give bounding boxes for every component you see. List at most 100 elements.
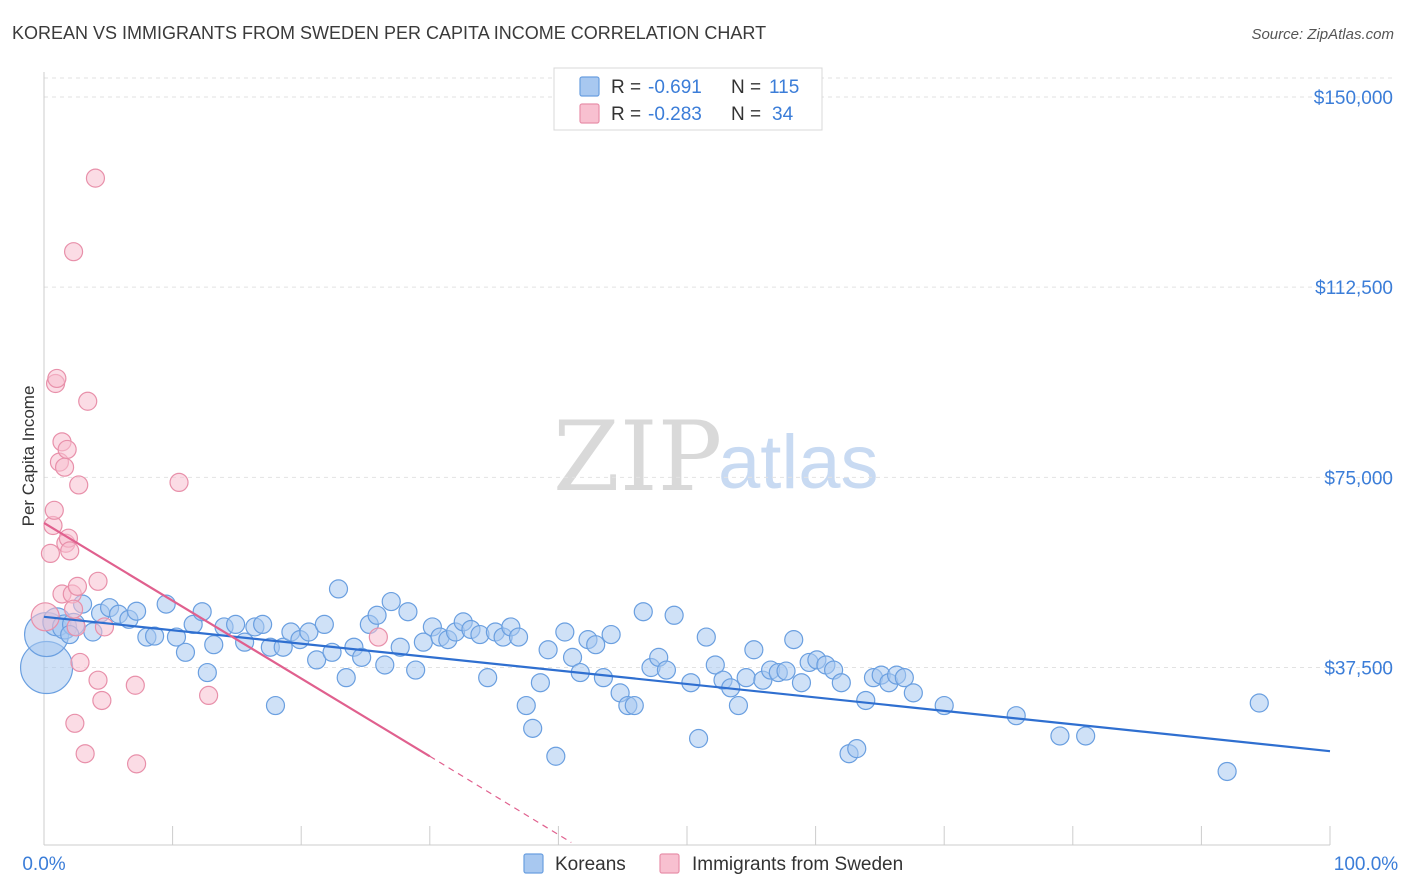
point-series-1-28 [94, 617, 115, 637]
point-series-0-65 [562, 647, 583, 667]
watermark-atlas: atlas [718, 420, 879, 505]
point-series-0-113 [1249, 693, 1269, 713]
point-series-0-107 [903, 683, 923, 703]
point-series-1-11 [57, 439, 77, 460]
point-series-0-44 [398, 602, 418, 622]
y-tick-label-1: $75,000 [1324, 468, 1393, 489]
point-series-0-77 [656, 660, 677, 680]
stats-legend-swatch-sweden [579, 103, 600, 124]
chart-source: Source: ZipAtlas.com [1251, 26, 1394, 43]
point-series-0-92 [784, 630, 804, 650]
bottom-legend-label-sweden: Immigrants from Sweden [692, 854, 903, 875]
point-series-0-31 [299, 622, 319, 642]
point-series-0-58 [508, 627, 529, 647]
stats-legend-r-label-sweden: R = [611, 104, 641, 125]
bottom-legend-swatch-koreans [523, 853, 544, 874]
chart-title: KOREAN VS IMMIGRANTS FROM SWEDEN PER CAP… [12, 23, 766, 43]
point-series-0-13 [144, 626, 165, 646]
point-series-0-69 [593, 668, 614, 688]
point-series-0-78 [664, 605, 684, 625]
point-series-0-60 [523, 718, 543, 738]
point-series-0-68 [586, 635, 606, 655]
point-series-0-11 [126, 601, 147, 621]
x-tick-label-min: 0.0% [22, 854, 65, 875]
point-series-0-27 [265, 695, 286, 716]
point-series-0-61 [530, 673, 550, 693]
point-series-1-18 [66, 617, 86, 637]
y-tick-label-2: $112,500 [1315, 278, 1393, 299]
y-tick-label-0: $37,500 [1324, 659, 1393, 680]
point-series-1-9 [54, 457, 75, 477]
point-series-1-19 [67, 576, 88, 596]
point-series-0-54 [478, 668, 498, 688]
point-series-0-15 [166, 627, 187, 647]
point-series-1-31 [169, 472, 189, 493]
bottom-legend-label-koreans: Koreans [555, 854, 626, 875]
point-series-0-35 [328, 579, 349, 599]
series-1-points [30, 168, 388, 774]
point-series-0-25 [253, 614, 273, 635]
point-series-1-22 [75, 744, 95, 764]
point-series-1-15 [63, 599, 84, 619]
point-series-0-70 [601, 624, 621, 645]
stats-legend-r-value-koreans: -0.691 [648, 77, 702, 98]
point-series-0-16 [175, 642, 196, 662]
point-series-0-74 [633, 602, 653, 622]
point-series-0-36 [336, 668, 356, 688]
point-series-0-91 [776, 661, 796, 681]
stats-legend-n-value-koreans: 115 [769, 77, 799, 98]
point-series-1-13 [60, 541, 80, 561]
point-series-0-20 [204, 635, 224, 655]
point-series-0-101 [856, 690, 876, 711]
point-series-0-32 [307, 650, 327, 670]
point-series-0-112 [1217, 761, 1237, 782]
point-series-0-62 [538, 640, 558, 660]
stats-legend-swatch-koreans [579, 76, 600, 97]
point-series-0-38 [352, 647, 372, 667]
point-series-1-29 [125, 675, 145, 695]
point-series-1-21 [70, 652, 90, 673]
point-series-1-1 [40, 543, 61, 564]
point-series-0-33 [314, 614, 334, 635]
stats-legend-n-value-sweden: 34 [772, 104, 794, 125]
point-series-1-5 [47, 368, 67, 389]
point-series-0-63 [546, 746, 566, 766]
point-series-1-24 [85, 168, 106, 188]
point-series-0-80 [688, 728, 709, 749]
watermark-zip: ZIP [553, 401, 722, 513]
bottom-legend: Koreans Immigrants from Sweden [523, 853, 903, 875]
trend-lines [43, 522, 1331, 843]
point-series-0-86 [736, 668, 756, 688]
point-series-0-109 [1006, 706, 1026, 726]
stats-legend-r-value-sweden: -0.283 [648, 104, 702, 125]
y-axis-label: Per Capita Income [19, 386, 38, 527]
point-series-0-43 [390, 637, 410, 657]
point-series-0-81 [696, 627, 716, 647]
stats-legend: R = -0.691 N = 115 R = -0.283 N = 34 [553, 67, 823, 131]
point-series-0-82 [705, 655, 725, 675]
trend-line-dashed-series-1 [429, 755, 572, 843]
point-series-0-93 [791, 673, 812, 693]
point-series-0-85 [728, 695, 749, 716]
watermark: ZIP atlas [553, 401, 879, 513]
stats-legend-n-label-koreans: N = [731, 77, 761, 98]
point-series-1-17 [65, 713, 85, 733]
point-series-0-59 [516, 695, 536, 716]
point-series-0-73 [624, 695, 644, 716]
point-series-0-64 [555, 622, 575, 642]
x-tick-label-max: 100.0% [1334, 854, 1399, 875]
y-tick-label-3: $150,000 [1314, 88, 1393, 109]
stats-legend-n-label-sweden: N = [731, 104, 761, 125]
point-series-0-19 [197, 662, 217, 683]
stats-legend-r-label-koreans: R = [611, 77, 641, 98]
point-series-0-100 [847, 739, 867, 759]
point-series-1-16 [63, 242, 84, 262]
point-series-0-87 [744, 640, 764, 660]
x-axis-ticks [43, 826, 1331, 845]
point-series-1-3 [44, 500, 64, 520]
point-series-0-40 [367, 605, 387, 625]
point-series-1-20 [69, 475, 89, 495]
point-series-0-42 [381, 591, 401, 612]
point-series-0-22 [226, 614, 246, 635]
